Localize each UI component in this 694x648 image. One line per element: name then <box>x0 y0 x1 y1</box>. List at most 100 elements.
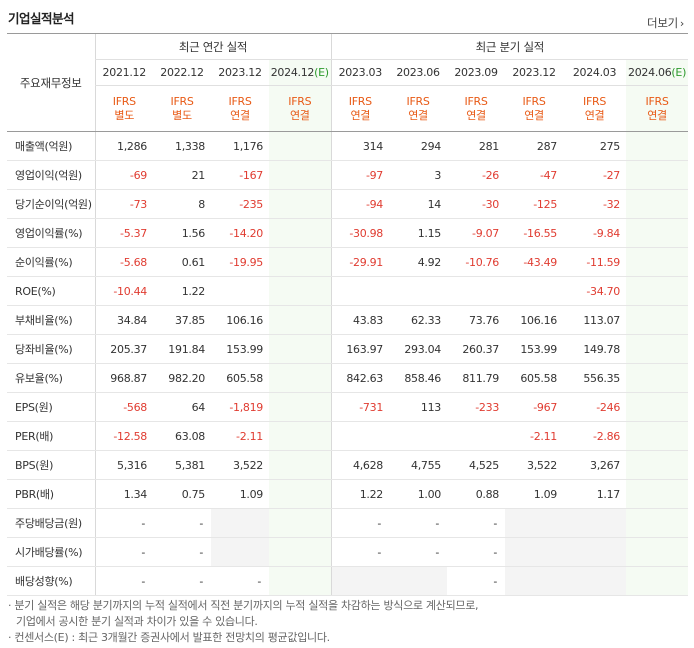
value-cell: 1.09 <box>211 479 269 509</box>
value-cell <box>269 276 332 306</box>
value-cell: -5.68 <box>94 247 153 277</box>
value-cell: - <box>447 566 506 596</box>
ifrs-label: IFRS <box>522 94 546 108</box>
value-cell: 63.08 <box>153 421 211 451</box>
value-cell: 275 <box>563 131 627 161</box>
table-row: 매출액(억원) 1,286 1,338 1,176 314 294 281 287 275 <box>7 131 689 161</box>
more-link[interactable]: 더보기 › <box>647 15 684 31</box>
value-cell: -14.20 <box>211 218 269 248</box>
value-cell <box>389 566 448 596</box>
ifrs-row: IFRS 별도 IFRS 별도 IFRS 연결 IFRS 연결 IFRS 연결 IFRS 연결 IFRS… <box>7 85 689 132</box>
value-cell: -2.11 <box>211 421 269 451</box>
ifrs-sub-label: 연결 <box>647 108 667 122</box>
value-cell: - <box>94 537 153 567</box>
value-cell <box>626 131 689 161</box>
ifrs-cell: IFRS 연결 <box>389 85 448 132</box>
estimate-mark: (E) <box>314 66 329 79</box>
table-row: 순이익률(%) -5.68 0.61 -19.95 -29.91 4.92 -10.76 -4… <box>7 247 689 277</box>
value-cell: 5,316 <box>94 450 153 480</box>
value-cell <box>626 218 689 248</box>
row-label: 당기순이익(억원) <box>7 189 95 219</box>
financial-table: 주요재무정보 최근 연간 실적 최근 분기 실적 2021.12 2022.12 2023… <box>7 33 689 596</box>
chevron-right-icon: › <box>679 17 684 30</box>
row-label: 유보율(%) <box>7 363 95 393</box>
value-cell: 4,628 <box>330 450 390 480</box>
row-label: 영업이익(억원) <box>7 160 95 190</box>
value-cell: -235 <box>211 189 269 219</box>
value-cell <box>505 508 564 538</box>
ifrs-sub-label: 연결 <box>350 108 371 122</box>
value-cell: -568 <box>94 392 153 422</box>
table-row: PER(배) -12.58 63.08 -2.11 -2.11 -2.86 <box>7 421 689 451</box>
value-cell <box>269 392 332 422</box>
ifrs-cell: IFRS 연결 <box>626 85 689 132</box>
row-label: PBR(배) <box>7 479 95 509</box>
value-cell: 1.56 <box>153 218 211 248</box>
value-cell: -2.86 <box>563 421 627 451</box>
value-cell <box>269 363 332 393</box>
value-cell <box>269 334 332 364</box>
more-label[interactable]: 더보기 <box>647 16 678 30</box>
value-cell: 163.97 <box>330 334 390 364</box>
value-cell: - <box>153 508 211 538</box>
value-cell <box>269 160 332 190</box>
value-cell: 149.78 <box>563 334 627 364</box>
section-title: 기업실적분석 <box>8 11 75 26</box>
ifrs-label: IFRS <box>645 94 669 108</box>
period-cell: 2024.12(E) <box>269 59 332 86</box>
value-cell <box>563 566 627 596</box>
table-row: 배당성향(%) - - - - <box>7 566 689 596</box>
value-cell <box>269 189 332 219</box>
value-cell: 811.79 <box>447 363 506 393</box>
value-cell: - <box>153 566 211 596</box>
ifrs-label: IFRS <box>406 94 430 108</box>
value-cell: 314 <box>330 131 390 161</box>
table-row: ROE(%) -10.44 1.22 -34.70 <box>7 276 689 306</box>
value-cell <box>447 421 506 451</box>
value-cell: 113.07 <box>563 305 627 335</box>
table-row: 유보율(%) 968.87 982.20 605.58 842.63 858.46 811.… <box>7 363 689 393</box>
value-cell: 605.58 <box>505 363 564 393</box>
value-cell: 106.16 <box>211 305 269 335</box>
value-cell <box>626 305 689 335</box>
value-cell: 287 <box>505 131 564 161</box>
value-cell: 556.35 <box>563 363 627 393</box>
value-cell: 1.34 <box>94 479 153 509</box>
value-cell: - <box>447 537 506 567</box>
ifrs-label: IFRS <box>112 94 136 108</box>
value-cell: - <box>447 508 506 538</box>
value-cell <box>563 537 627 567</box>
table-row: 당기순이익(억원) -73 8 -235 -94 14 -30 -125 -32 <box>7 189 689 219</box>
period-cell: 2023.03 <box>330 59 390 86</box>
value-cell <box>269 537 332 567</box>
value-cell: 205.37 <box>94 334 153 364</box>
value-cell <box>626 450 689 480</box>
row-label: 당좌비율(%) <box>7 334 95 364</box>
value-cell: 64 <box>153 392 211 422</box>
value-cell: 1.17 <box>563 479 627 509</box>
ifrs-cell: IFRS 별도 <box>153 85 211 132</box>
value-cell: -125 <box>505 189 564 219</box>
period-cell: 2023.06 <box>389 59 448 86</box>
value-cell: 1,338 <box>153 131 211 161</box>
value-cell: - <box>153 537 211 567</box>
value-cell <box>211 508 269 538</box>
value-cell <box>626 276 689 306</box>
value-cell: - <box>94 508 153 538</box>
value-cell <box>626 566 689 596</box>
value-cell: 0.75 <box>153 479 211 509</box>
ifrs-sub-label: 연결 <box>289 108 310 122</box>
value-cell: -43.49 <box>505 247 564 277</box>
ifrs-sub-label: 별도 <box>172 108 192 122</box>
value-cell <box>269 131 332 161</box>
value-cell: -9.07 <box>447 218 506 248</box>
row-header-label: 주요재무정보 <box>7 33 95 132</box>
ifrs-cell: IFRS 연결 <box>211 85 269 132</box>
value-cell: -1,819 <box>211 392 269 422</box>
value-cell: 294 <box>389 131 448 161</box>
value-cell: 281 <box>447 131 506 161</box>
ifrs-cell: IFRS 연결 <box>330 85 390 132</box>
ifrs-sub-label: 별도 <box>114 108 135 122</box>
ifrs-label: IFRS <box>583 94 607 108</box>
value-cell: 8 <box>153 189 211 219</box>
